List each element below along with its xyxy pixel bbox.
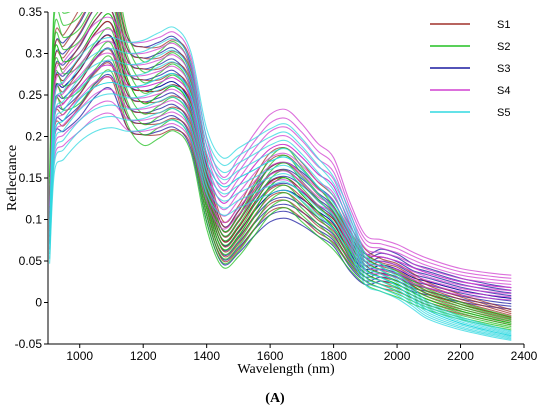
x-tick-label: 1600: [257, 349, 284, 363]
spectrum-line-s5: [49, 84, 512, 338]
spectrum-line-s4: [49, 112, 512, 301]
y-tick-label: 0.25: [19, 88, 43, 102]
spectrum-line-s2: [49, 69, 512, 331]
y-tick-label: -0.05: [15, 337, 43, 351]
spectrum-line-s5: [49, 107, 512, 340]
y-axis-title: Reflectance: [5, 145, 20, 211]
spectrum-line-s4: [49, 28, 512, 279]
panel-label: (A): [265, 391, 285, 406]
spectrum-line-s2: [49, 13, 512, 324]
spectrum-line-s5: [49, 72, 512, 337]
spectrum-line-s5: [49, 61, 512, 336]
x-tick-label: 1800: [320, 349, 347, 363]
spectrum-line-s2: [49, 41, 512, 328]
y-tick-label: 0.2: [25, 130, 42, 144]
spectrum-line-s4: [49, 16, 512, 276]
spectra-group: [49, 12, 512, 341]
legend-label-s4: S4: [497, 85, 510, 97]
spectrum-line-s4: [49, 64, 512, 289]
spectrum-line-s2: [49, 12, 512, 319]
spectrum-line-s4: [49, 76, 512, 292]
x-ticks: 1000 1200 1400 1600 1800 2000 2200 2400: [66, 344, 538, 363]
y-tick-label: 0.05: [19, 254, 43, 268]
legend-label-s3: S3: [497, 63, 510, 75]
y-tick-label: 0.3: [25, 47, 42, 61]
x-tick-label: 1200: [130, 349, 157, 363]
spectrum-line-s4: [49, 52, 512, 286]
spectrum-line-s5: [49, 49, 512, 334]
spectrum-line-s5: [49, 37, 512, 333]
x-tick-label: 2400: [511, 349, 538, 363]
spectrum-line-s5: [49, 119, 512, 341]
spectrum-line-s3: [49, 12, 512, 291]
spectrum-line-s5: [49, 96, 512, 339]
spectrum-line-s1: [49, 12, 512, 313]
spectrum-line-s4: [49, 40, 512, 282]
x-tick-label: 2000: [384, 349, 411, 363]
spectrum-line-s2: [49, 27, 512, 326]
legend-label-s5: S5: [497, 107, 510, 119]
x-axis-title: Wavelength (nm): [237, 362, 335, 377]
legend-label-s2: S2: [497, 41, 510, 53]
y-tick-label: 0: [35, 296, 42, 310]
x-tick-label: 1400: [193, 349, 220, 363]
spectrum-line-s4: [49, 88, 512, 295]
spectrum-line-s1: [49, 12, 512, 315]
spectrum-line-s4: [49, 100, 512, 298]
spectrum-line-s5: [49, 26, 512, 332]
x-tick-label: 1000: [66, 349, 93, 363]
y-ticks: -0.05 0 0.05 0.1 0.15 0.2 0.25 0.3 0.35: [15, 5, 48, 351]
y-tick-label: 0.15: [19, 171, 43, 185]
spectrum-line-s2: [49, 12, 512, 318]
spectrum-line-s2: [49, 12, 512, 323]
x-tick-label: 2200: [447, 349, 474, 363]
y-tick-label: 0.1: [25, 213, 42, 227]
legend-label-s1: S1: [497, 19, 510, 31]
legend: S1 S2 S3 S4 S5: [430, 19, 510, 119]
y-tick-label: 0.35: [19, 5, 43, 19]
